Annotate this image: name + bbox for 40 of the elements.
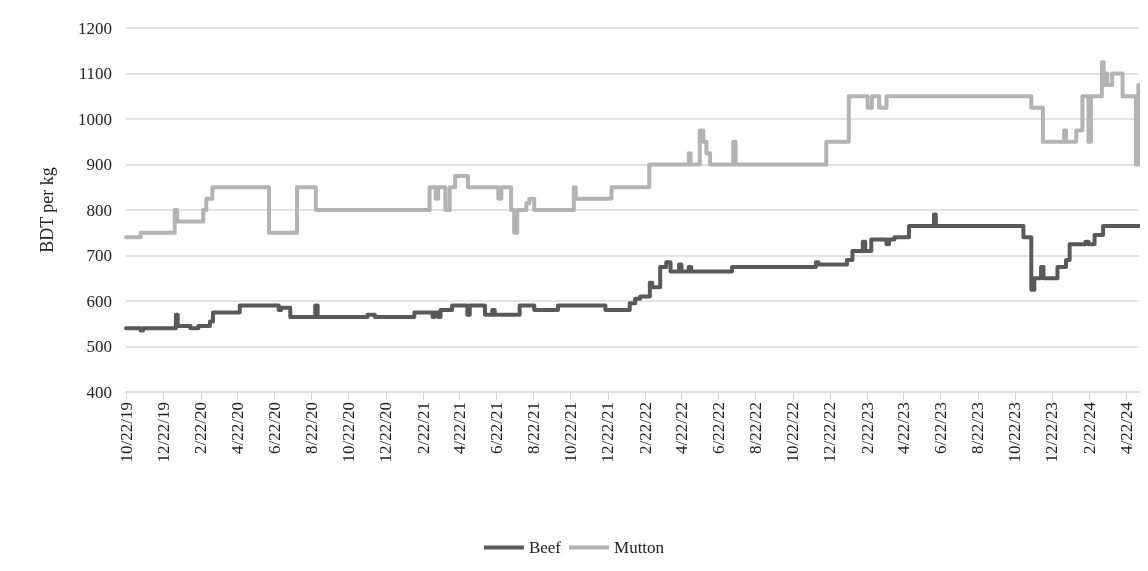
x-tick-label: 12/22/20 [376, 402, 396, 463]
x-tick-label: 10/22/23 [1005, 402, 1025, 463]
x-tick-label: 8/22/23 [968, 402, 988, 454]
x-tick-label: 8/22/20 [302, 402, 322, 454]
x-tick-label: 4/22/24 [1116, 401, 1136, 454]
y-tick-label: 1000 [78, 109, 112, 129]
y-tick-label: 1200 [78, 18, 112, 38]
x-tick-label: 12/22/19 [153, 402, 173, 463]
x-tick-label: 12/22/21 [598, 402, 618, 463]
legend-label: Beef [528, 538, 562, 557]
y-tick-label: 800 [86, 200, 112, 220]
y-tick-label: 900 [86, 155, 112, 174]
x-tick-label: 12/22/23 [1042, 402, 1062, 463]
x-tick-label: 4/22/23 [894, 402, 914, 454]
x-tick-label: 2/22/21 [414, 402, 434, 454]
y-tick-label: 500 [86, 337, 112, 356]
x-tick-label: 10/22/21 [561, 402, 581, 463]
x-tick-label: 8/22/21 [524, 402, 544, 454]
x-tick-label: 2/22/24 [1080, 401, 1100, 454]
y-tick-label: 700 [86, 246, 112, 265]
x-tick-label: 10/22/19 [116, 402, 136, 463]
x-tick-label: 4/22/20 [227, 402, 247, 454]
y-tick-label: 400 [86, 382, 112, 402]
x-tick-label: 2/22/23 [858, 402, 878, 454]
legend-label: Mutton [614, 538, 665, 557]
x-tick-label: 8/22/22 [746, 402, 766, 454]
x-tick-label: 6/22/21 [487, 402, 507, 454]
x-tick-label: 10/22/20 [339, 402, 359, 463]
x-tick-label: 6/22/23 [931, 402, 951, 454]
y-tick-label: 1100 [78, 64, 112, 83]
x-tick-label: 2/22/22 [636, 402, 656, 454]
x-tick-label: 2/22/20 [191, 402, 211, 454]
x-tick-label: 4/22/22 [671, 402, 691, 454]
x-tick-label: 6/22/22 [709, 402, 729, 454]
x-tick-label: 10/22/22 [783, 402, 803, 463]
y-axis-title: BDT per kg [37, 167, 57, 253]
x-tick-label: 6/22/20 [264, 402, 284, 454]
x-tick-label: 12/22/22 [820, 402, 840, 463]
y-tick-label: 600 [86, 291, 112, 311]
x-tick-label: 4/22/21 [449, 402, 469, 454]
